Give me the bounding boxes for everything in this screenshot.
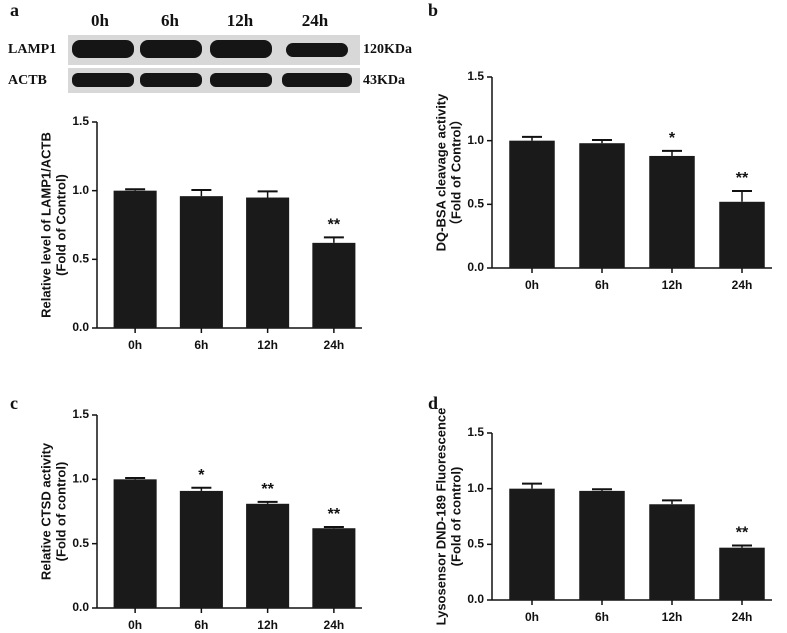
y-tick-label: 0.5 (467, 537, 484, 551)
y-tick-label: 0.5 (72, 536, 89, 550)
x-tick-label: 6h (595, 278, 609, 292)
y-tick-label: 1.0 (467, 481, 484, 495)
y-axis-label: (Fold of Control) (53, 174, 68, 276)
lane-label: 24h (302, 11, 329, 30)
bar (649, 155, 695, 268)
panel-label: b (428, 0, 438, 20)
lane-label: 0h (91, 11, 110, 30)
bar (579, 490, 625, 600)
bar (246, 197, 290, 328)
blot-bands (72, 40, 352, 87)
x-tick-label: 24h (324, 338, 345, 352)
y-tick-label: 1.5 (467, 425, 484, 439)
bar (312, 528, 356, 608)
panel-label: a (10, 0, 19, 20)
x-tick-label: 24h (732, 278, 753, 292)
y-tick-label: 0.5 (467, 197, 484, 211)
bar (179, 490, 223, 608)
x-tick-label: 0h (128, 618, 142, 632)
y-tick-label: 1.0 (72, 183, 89, 197)
bar (509, 488, 555, 600)
y-axis-label: （Fold of Control） (448, 113, 463, 232)
y-tick-label: 0.0 (467, 592, 484, 606)
blot-row-label: LAMP1 (8, 42, 56, 57)
y-axis-label: (Fold of control) (53, 462, 68, 562)
y-axis-label: Relative CTSD activity (38, 442, 53, 580)
y-tick-label: 0.0 (72, 600, 89, 614)
lane-label: 12h (227, 11, 254, 30)
bar (312, 242, 356, 328)
x-tick-label: 0h (128, 338, 142, 352)
y-tick-label: 1.5 (72, 407, 89, 421)
x-tick-label: 12h (257, 338, 278, 352)
y-axis-label: Relative level of LAMP1/ACTB (38, 132, 53, 318)
bar (649, 504, 695, 600)
bar (579, 143, 625, 268)
significance: ** (736, 170, 749, 187)
y-tick-label: 1.0 (72, 472, 89, 486)
y-tick-label: 1.5 (467, 69, 484, 83)
x-tick-label: 6h (595, 610, 609, 624)
significance: ** (261, 481, 274, 498)
bar (719, 547, 765, 600)
significance: ** (328, 217, 341, 234)
y-tick-label: 1.0 (467, 133, 484, 147)
bar (509, 140, 555, 268)
x-tick-label: 0h (525, 278, 539, 292)
y-tick-label: 0.0 (467, 260, 484, 274)
x-tick-label: 24h (324, 618, 345, 632)
bar (246, 503, 290, 608)
bar (719, 201, 765, 268)
panel-label: c (10, 393, 18, 413)
x-tick-label: 12h (662, 278, 683, 292)
significance: * (198, 467, 205, 484)
x-tick-label: 6h (194, 338, 208, 352)
significance: * (669, 130, 676, 147)
bar (113, 190, 157, 328)
x-tick-label: 6h (194, 618, 208, 632)
significance: ** (736, 525, 749, 542)
x-tick-label: 24h (732, 610, 753, 624)
x-tick-label: 12h (662, 610, 683, 624)
y-tick-label: 1.5 (72, 114, 89, 128)
significance: ** (328, 506, 341, 523)
lane-label: 6h (161, 11, 180, 30)
panel-label: d (428, 393, 438, 413)
y-tick-label: 0.0 (72, 320, 89, 334)
bar (113, 479, 157, 608)
y-tick-label: 0.5 (72, 252, 89, 266)
blot-size-label: 120KDa (363, 42, 412, 57)
y-axis-label: (Fold of control) (448, 467, 463, 567)
blot-row-label: ACTB (8, 73, 47, 88)
bar (179, 196, 223, 328)
y-axis-label: Lysosensor DND-189 Fluorescence (433, 408, 448, 626)
blot-size-label: 43KDa (363, 73, 405, 88)
x-tick-label: 12h (257, 618, 278, 632)
y-axis-label: DQ-BSA cleavage activity (433, 93, 448, 252)
x-tick-label: 0h (525, 610, 539, 624)
